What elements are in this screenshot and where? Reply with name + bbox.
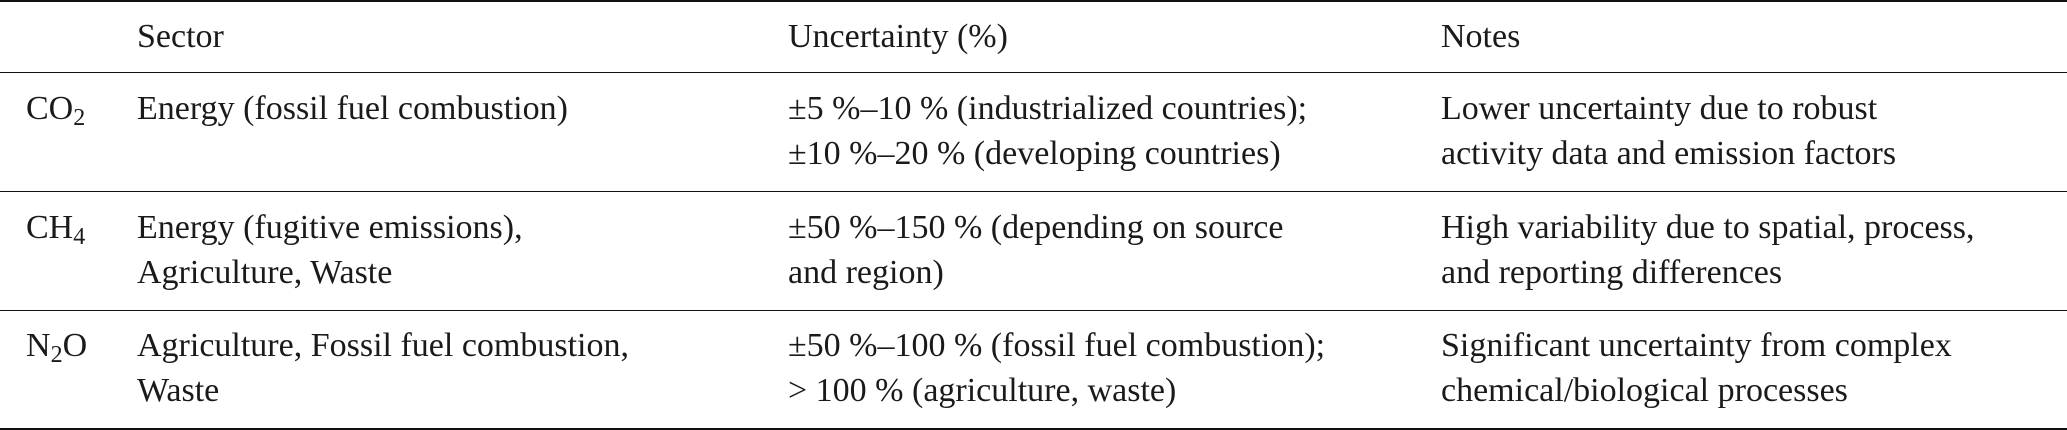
header-cell: Uncertainty (%) (788, 14, 1008, 59)
top-rule (0, 0, 2067, 2)
sector-cell: Agriculture, Fossil fuel combustion, Wast… (137, 323, 629, 413)
header-text: Notes (1441, 18, 1521, 55)
row-rule (0, 191, 2067, 192)
gas-cell: N2O (26, 323, 87, 368)
header-rule (0, 72, 2067, 73)
gas-name: CO (26, 90, 74, 127)
gas-subscript: 2 (73, 105, 86, 131)
sector-line: Energy (fugitive emissions), (137, 209, 523, 246)
sector-line: Energy (fossil fuel combustion) (137, 90, 568, 127)
notes-cell: Significant uncertainty from complex chem… (1441, 323, 1952, 413)
gas-subscript: 4 (73, 224, 86, 250)
gas-name: O (62, 327, 88, 364)
uncertainty-cell: ±5 %–10 % (industrialized countries); ±10… (788, 86, 1307, 176)
gas-cell: CH4 (26, 205, 85, 250)
gas-subscript: 2 (50, 342, 63, 368)
header-text: Sector (137, 18, 224, 55)
notes-line: and reporting differences (1441, 254, 1783, 291)
notes-cell: High variability due to spatial, process… (1441, 205, 1975, 295)
bottom-rule (0, 428, 2067, 430)
header-cell: Sector (137, 14, 224, 59)
notes-line: Lower uncertainty due to robust (1441, 90, 1878, 127)
uncertainty-line: ±50 %–100 % (fossil fuel combustion); (788, 327, 1326, 364)
notes-line: Significant uncertainty from complex (1441, 327, 1952, 364)
sector-line: Agriculture, Waste (137, 254, 393, 291)
row-rule (0, 310, 2067, 311)
gas-cell: CO2 (26, 86, 85, 131)
notes-cell: Lower uncertainty due to robust activity … (1441, 86, 1896, 176)
sector-cell: Energy (fossil fuel combustion) (137, 86, 568, 131)
uncertainty-line: ±50 %–150 % (depending on source (788, 209, 1284, 246)
uncertainty-line: ±5 %–10 % (industrialized countries); (788, 90, 1308, 127)
notes-line: activity data and emission factors (1441, 135, 1897, 172)
notes-line: High variability due to spatial, process… (1441, 209, 1975, 246)
uncertainty-line: and region) (788, 254, 944, 291)
uncertainty-cell: ±50 %–150 % (depending on source and regi… (788, 205, 1284, 295)
sector-cell: Energy (fugitive emissions), Agriculture,… (137, 205, 523, 295)
uncertainty-cell: ±50 %–100 % (fossil fuel combustion); > 1… (788, 323, 1325, 413)
gas-name: CH (26, 209, 74, 246)
sector-line: Waste (137, 372, 220, 409)
notes-line: chemical/biological processes (1441, 372, 1848, 409)
sector-line: Agriculture, Fossil fuel combustion, (137, 327, 630, 364)
header-cell: Notes (1441, 14, 1520, 59)
header-text: Uncertainty (%) (788, 18, 1008, 55)
uncertainty-line: ±10 %–20 % (developing countries) (788, 135, 1281, 172)
gas-name: N (26, 327, 51, 364)
uncertainty-line: > 100 % (agriculture, waste) (788, 372, 1177, 409)
